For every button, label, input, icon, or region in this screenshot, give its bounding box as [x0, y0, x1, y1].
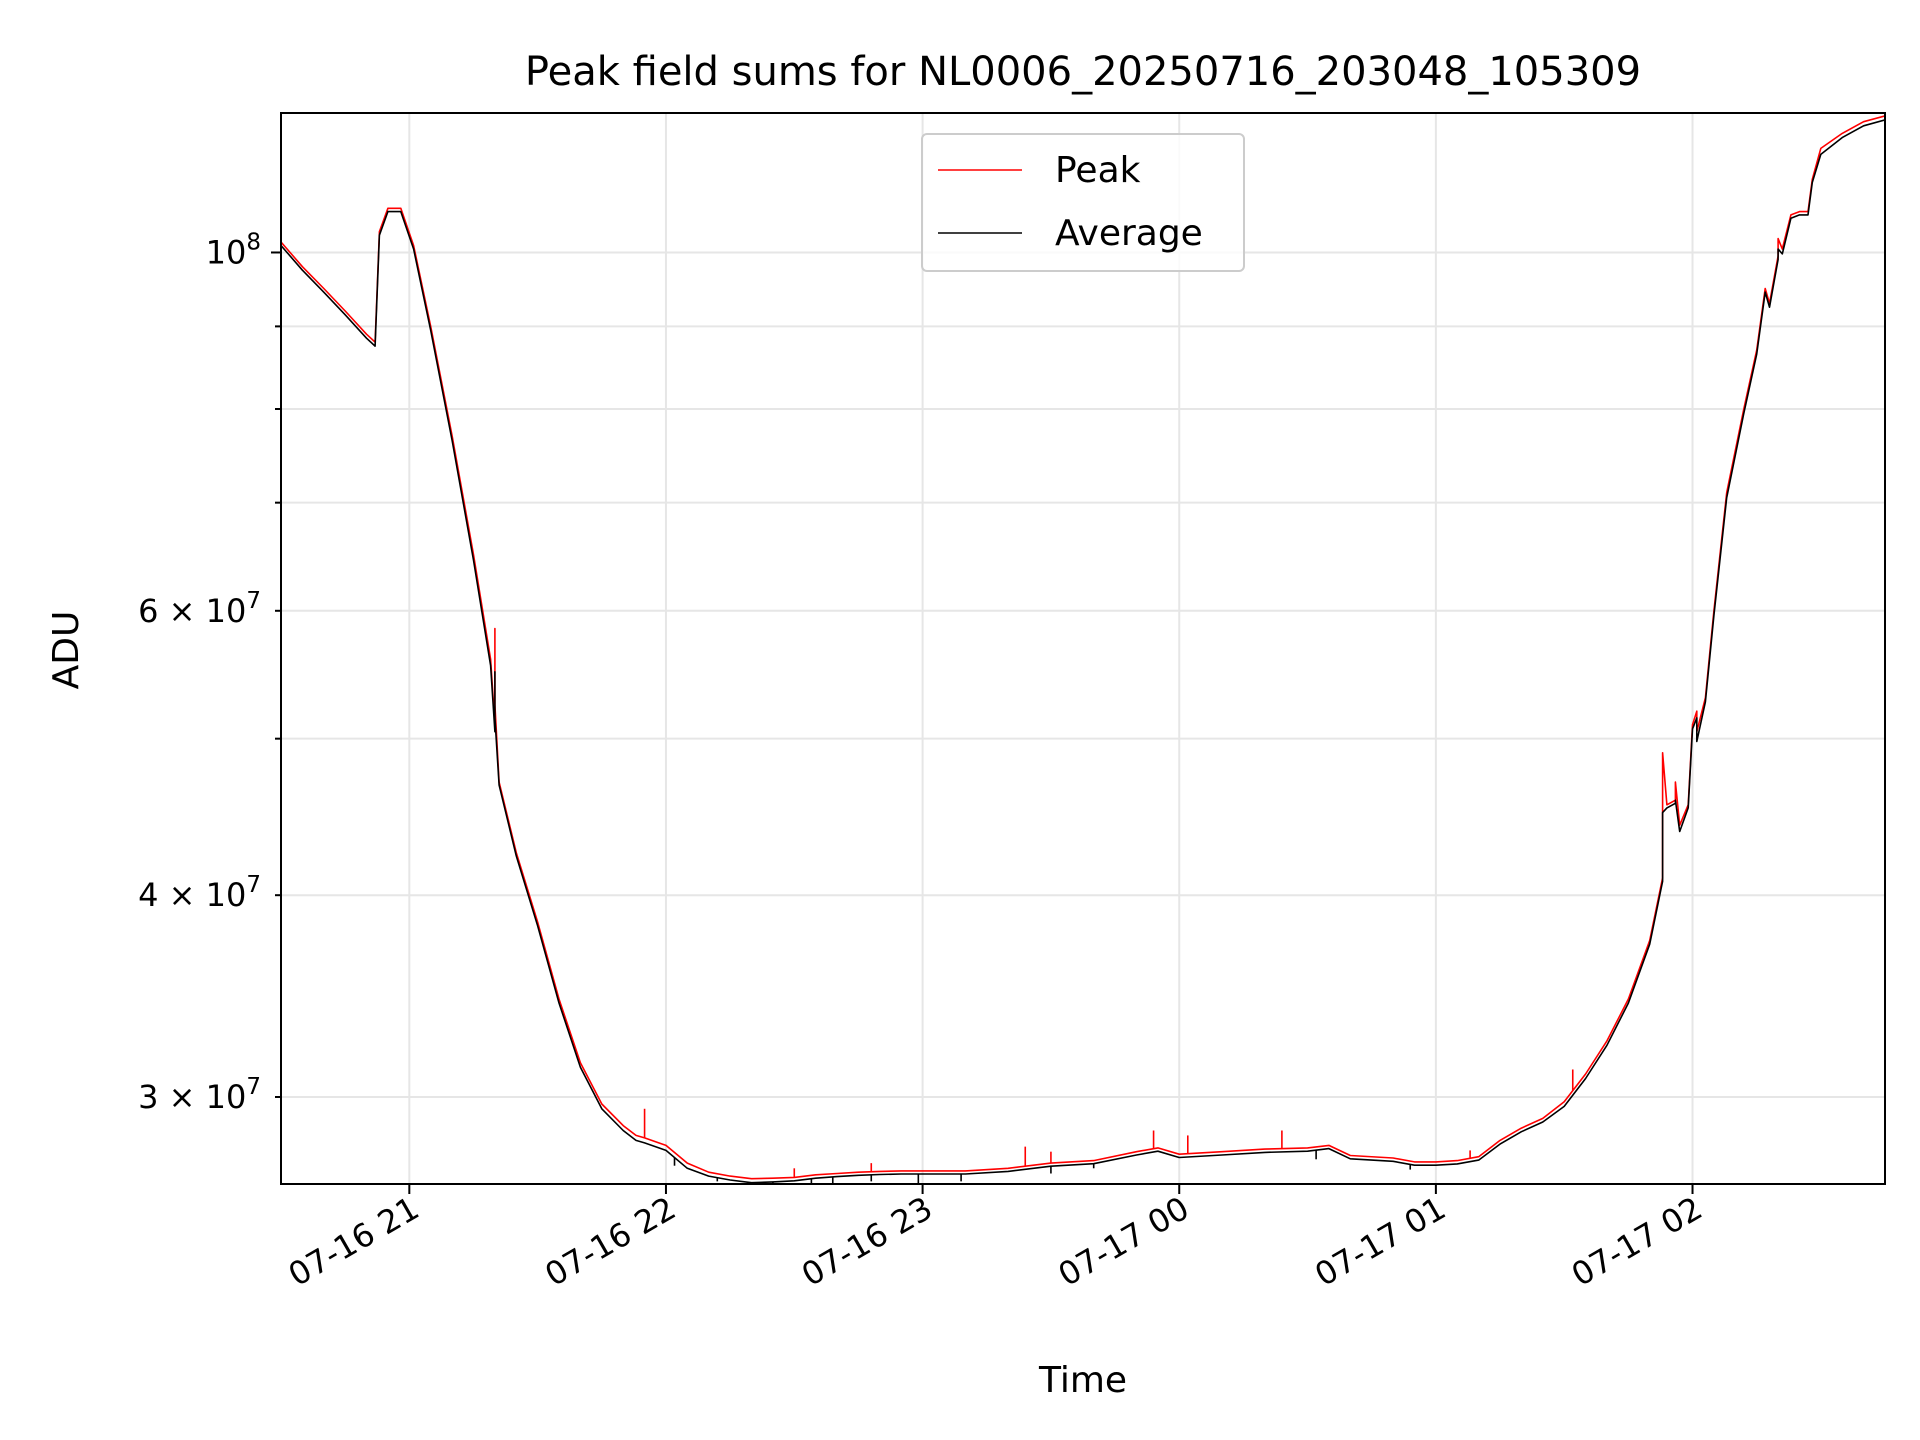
- x-axis-label: Time: [1038, 1360, 1127, 1401]
- legend: Peak Average: [921, 133, 1245, 272]
- y-axis: 108 3 × 107 4 × 107 6 × 107: [138, 229, 281, 1116]
- chart-title: Peak field sums for NL0006_20250716_2030…: [525, 49, 1641, 95]
- grid-lines: [281, 113, 1885, 1184]
- series-line-average: [281, 119, 1885, 1184]
- y-tick-label: 108: [206, 229, 261, 271]
- legend-label-average: Average: [1055, 213, 1203, 254]
- plot-frame: [280, 112, 1886, 1185]
- series-layer: [281, 115, 1885, 1184]
- y-tick-label: 4 × 107: [138, 872, 261, 914]
- legend-box: [921, 133, 1245, 272]
- y-axis-label: ADU: [46, 611, 87, 690]
- y-tick-label: 6 × 107: [138, 588, 261, 630]
- y-tick-label: 3 × 107: [138, 1074, 261, 1116]
- legend-label-peak: Peak: [1055, 150, 1141, 191]
